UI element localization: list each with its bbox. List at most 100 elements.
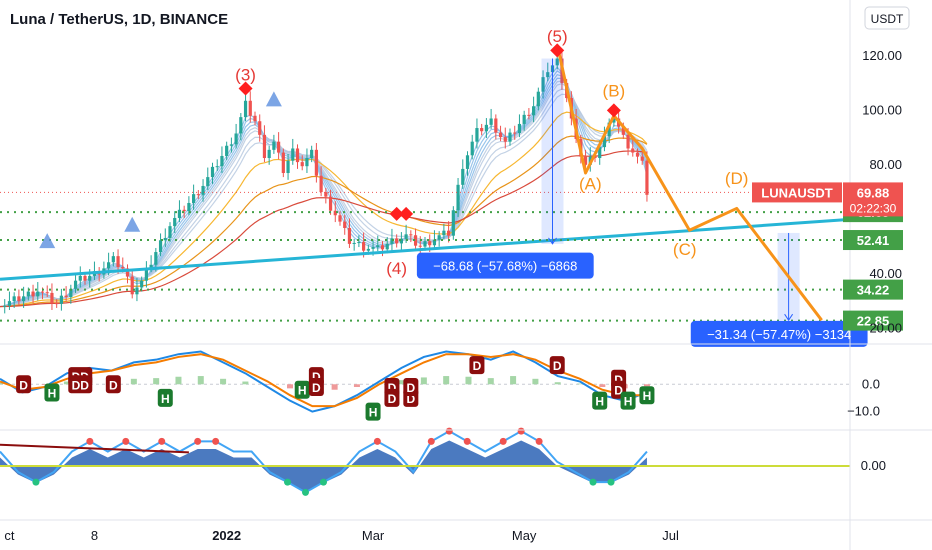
- osc2-dot: [517, 427, 525, 435]
- osc1-marker-bg: [308, 378, 324, 396]
- candle: [267, 149, 271, 159]
- candle: [55, 303, 59, 305]
- candle: [503, 137, 507, 142]
- signal-diamond-icon: [238, 81, 253, 96]
- osc1-marker: H: [157, 388, 173, 407]
- candle: [295, 148, 300, 163]
- level-tag-label: 52.41: [857, 233, 890, 248]
- candle: [158, 240, 163, 253]
- osc1-marker-label: H: [298, 384, 307, 398]
- candle: [314, 149, 318, 176]
- candle: [536, 91, 540, 107]
- signal-diamond-icon: [606, 103, 621, 118]
- osc1-marker-bg: [44, 383, 60, 402]
- candle: [461, 168, 465, 185]
- ma-line: [0, 135, 648, 308]
- osc1-marker-label: D: [406, 381, 415, 395]
- measurement-arrowhead: [548, 237, 557, 245]
- osc2-dot: [158, 437, 166, 445]
- level-tag-label: 22.85: [857, 314, 890, 329]
- candle: [248, 100, 252, 116]
- wave-label: (A): [579, 174, 602, 193]
- osc1-hist-bar: [264, 384, 271, 385]
- candle: [409, 234, 413, 236]
- osc1-hist-bar: [577, 383, 584, 385]
- measurement-label-bg: [416, 252, 594, 279]
- y-tick-label: 120.00: [862, 48, 902, 63]
- candle: [371, 247, 375, 249]
- osc1-marker-bg: [549, 356, 565, 375]
- candle: [328, 196, 333, 211]
- osc1-hist-bar: [242, 381, 249, 385]
- osc2-dot: [32, 478, 40, 486]
- osc1-marker: D: [403, 378, 419, 396]
- candle: [546, 72, 550, 78]
- osc1-marker-label: D: [614, 384, 623, 398]
- ma-line: [0, 111, 648, 308]
- candle: [366, 248, 370, 251]
- osc1-marker-label: D: [19, 378, 28, 392]
- osc1-hist-bar: [465, 376, 472, 385]
- osc2-dot: [284, 478, 292, 486]
- x-tick-label: May: [512, 528, 537, 543]
- candle: [210, 166, 215, 178]
- candle: [447, 230, 451, 236]
- candle: [376, 245, 380, 248]
- osc1-marker: D: [16, 375, 32, 394]
- osc1-marker-label: D: [109, 378, 118, 392]
- candle: [475, 128, 479, 142]
- candle: [324, 192, 328, 197]
- candle: [390, 238, 394, 244]
- osc1-hist-bar: [130, 378, 137, 385]
- candle: [343, 221, 347, 228]
- candle: [498, 132, 503, 138]
- candle: [484, 124, 488, 132]
- osc1-hist-bar: [197, 376, 204, 385]
- candle: [291, 148, 295, 161]
- candle: [229, 144, 233, 146]
- candle: [286, 160, 290, 174]
- candle: [144, 267, 148, 281]
- wave-label: (5): [547, 27, 568, 46]
- osc1-marker-bg: [620, 391, 636, 410]
- osc1-hist-bar: [0, 382, 3, 385]
- candle: [480, 128, 484, 132]
- osc1-marker: D: [469, 356, 485, 375]
- x-tick-label: Mar: [362, 528, 385, 543]
- x-tick-label: 8: [91, 528, 98, 543]
- candle: [583, 156, 588, 165]
- level-tag-label: 34.22: [857, 283, 890, 298]
- osc1-marker-label: H: [624, 395, 633, 409]
- candle: [220, 155, 224, 167]
- osc1-marker-label: H: [595, 395, 604, 409]
- candle: [239, 117, 243, 134]
- osc1-hist-bar: [353, 384, 360, 387]
- x-tick-label: 2022: [212, 528, 241, 543]
- osc1-marker-bg: [469, 356, 485, 375]
- osc2-dot: [319, 478, 327, 486]
- osc1-line: [0, 353, 647, 408]
- osc1-marker-label: D: [312, 381, 321, 395]
- candle: [149, 264, 153, 268]
- candle: [338, 215, 342, 222]
- candle: [399, 238, 403, 244]
- wave-label: (C): [673, 240, 697, 259]
- candle: [456, 184, 460, 211]
- x-tick-label: ct: [4, 528, 15, 543]
- currency-button[interactable]: USDT: [864, 6, 910, 30]
- osc1-marker-label: D: [388, 392, 397, 406]
- candle: [413, 235, 418, 246]
- symbol-tag-bg: [752, 182, 842, 203]
- candle: [362, 242, 366, 251]
- x-tick-label: Jul: [662, 528, 679, 543]
- candle: [215, 166, 219, 168]
- symbol-tag-label: LUNAUSDT: [761, 185, 833, 200]
- osc2-dot: [463, 437, 471, 445]
- candle: [111, 256, 115, 263]
- measurement-label: −31.34 (−57.47%) −3134: [707, 327, 851, 342]
- candle: [513, 132, 517, 134]
- candle: [300, 162, 304, 167]
- measurement-label: −68.68 (−57.68%) −6868: [433, 259, 577, 274]
- candle: [395, 238, 399, 244]
